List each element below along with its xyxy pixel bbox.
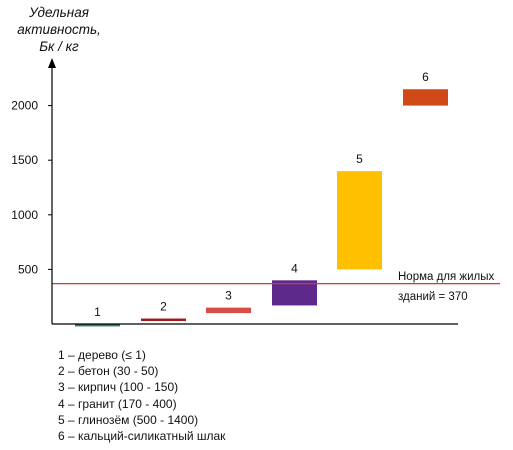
y-axis-label-line-2: активность,	[17, 22, 101, 37]
norm-annotation-line-1: Норма для жилых	[398, 271, 495, 283]
bar-label-6: 6	[422, 70, 429, 84]
bar-label-4: 4	[291, 261, 298, 275]
y-axis-arrow	[48, 58, 56, 68]
legend-item: 2 – бетон (30 - 50)	[58, 364, 159, 379]
legend-item: 4 – гранит (170 - 400)	[58, 396, 177, 411]
y-axis-label-line-1: Удельная	[29, 5, 89, 20]
bar-1	[75, 323, 120, 327]
norm-annotation-line-2: зданий = 370	[398, 291, 468, 303]
y-axis-label: Удельная активность, Бк / кг	[4, 4, 114, 55]
y-tick-label: 2000	[11, 99, 38, 113]
bar-group	[75, 89, 448, 327]
bar-label-5: 5	[356, 152, 363, 166]
y-tick-label: 1500	[11, 153, 38, 167]
bar-5	[337, 171, 382, 270]
legend-item: 6 – кальций-силикатный шлак	[58, 429, 226, 444]
legend: 1 – дерево (≤ 1) 2 – бетон (30 - 50) 3 –…	[58, 347, 225, 444]
bar-label-2: 2	[160, 300, 167, 314]
legend-item: 1 – дерево (≤ 1)	[58, 348, 146, 362]
bar-label-3: 3	[225, 289, 232, 303]
bar-6	[403, 89, 448, 106]
legend-item: 3 – кирпич (100 - 150)	[58, 380, 179, 395]
norm-annotation: Норма для жилых зданий = 370	[398, 267, 494, 307]
bar-4	[272, 280, 317, 306]
bar-label-group: 1 2 3 4 5 6	[94, 70, 429, 319]
bar-3	[206, 307, 251, 314]
y-tick-label: 500	[18, 262, 38, 276]
y-tick-label: 1000	[11, 208, 38, 222]
y-axis-label-line-3: Бк / кг	[39, 39, 79, 54]
bar-2	[141, 318, 186, 322]
legend-item: 5 – глинозём (500 - 1400)	[58, 412, 199, 427]
y-tick-group: 500 1000 1500 2000	[11, 99, 52, 276]
bar-label-1: 1	[94, 305, 101, 319]
